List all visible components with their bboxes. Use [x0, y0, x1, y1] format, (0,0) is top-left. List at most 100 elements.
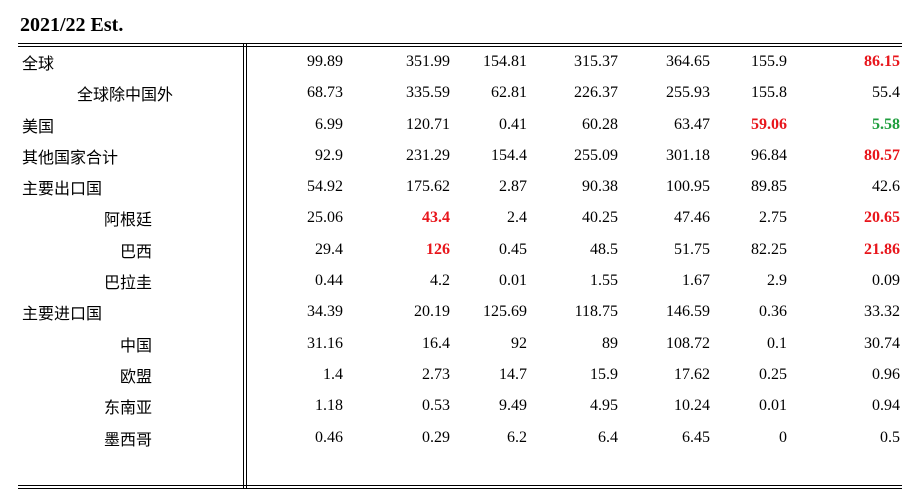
table-cell: 118.75	[574, 303, 618, 321]
row-label: 主要出口国	[22, 179, 103, 199]
table-cell: 1.67	[682, 272, 710, 290]
table-cell: 43.4	[422, 209, 450, 227]
row-label: 主要进口国	[22, 304, 103, 324]
table-cell: 20.19	[414, 303, 450, 321]
table-cell: 62.81	[491, 84, 527, 102]
table-row: 美国 6.99 120.71 0.41 60.28 63.47 59.06 5.58	[0, 109, 909, 140]
table-cell: 68.73	[307, 84, 343, 102]
top-rule	[18, 43, 902, 44]
table-cell: 0.09	[872, 272, 900, 290]
label-divider	[243, 43, 244, 489]
table-cell: 255.09	[574, 146, 618, 164]
row-label: 其他国家合计	[22, 147, 119, 167]
table-cell: 55.4	[872, 84, 900, 102]
table-cell: 0	[779, 428, 787, 446]
table-cell: 47.46	[674, 209, 710, 227]
top-rule-inner	[18, 46, 902, 47]
table-cell: 17.62	[674, 365, 710, 383]
table-cell: 15.9	[590, 365, 618, 383]
table-cell: 80.57	[864, 146, 900, 164]
table-cell: 0.5	[880, 428, 900, 446]
table-cell: 0.44	[315, 272, 343, 290]
table-row: 墨西哥 0.46 0.29 6.2 6.4 6.45 0 0.5	[0, 422, 909, 453]
table-cell: 154.81	[483, 53, 527, 70]
table-cell: 30.74	[864, 334, 900, 352]
table-cell: 34.39	[307, 303, 343, 321]
table-cell: 16.4	[422, 334, 450, 352]
table-cell: 1.55	[590, 272, 618, 290]
table-cell: 9.49	[499, 397, 527, 415]
row-label: 墨西哥	[104, 429, 153, 449]
label-divider-inner	[246, 43, 247, 489]
table-cell: 5.58	[872, 115, 900, 133]
table-cell: 155.8	[751, 84, 787, 102]
table-cell: 0.53	[422, 397, 450, 415]
table-cell: 21.86	[864, 240, 900, 258]
table-cell: 54.92	[307, 178, 343, 196]
table-row: 其他国家合计 92.9 231.29 154.4 255.09 301.18 96.84 80…	[0, 140, 909, 171]
table-cell: 96.84	[751, 146, 787, 164]
table-cell: 92	[511, 334, 527, 352]
table-cell: 25.06	[307, 209, 343, 227]
table-cell: 99.89	[307, 53, 343, 70]
table-cell: 0.29	[422, 428, 450, 446]
table-cell: 255.93	[666, 84, 710, 102]
table-cell: 2.87	[499, 178, 527, 196]
table-cell: 335.59	[406, 84, 450, 102]
table-cell: 154.4	[491, 146, 527, 164]
table-cell: 89	[602, 334, 618, 352]
row-label: 巴拉圭	[104, 273, 153, 293]
table-cell: 226.37	[574, 84, 618, 102]
table-cell: 42.6	[872, 178, 900, 196]
table-cell: 100.95	[666, 178, 710, 196]
table-row: 东南亚 1.18 0.53 9.49 4.95 10.24 0.01 0.94	[0, 390, 909, 421]
table-cell: 0.46	[315, 428, 343, 446]
table-cell: 0.41	[499, 115, 527, 133]
table-cell: 6.45	[682, 428, 710, 446]
table-cell: 2.4	[507, 209, 527, 227]
table-cell: 1.18	[315, 397, 343, 415]
table-row: 主要出口国 54.92 175.62 2.87 90.38 100.95 89.85 42.6	[0, 171, 909, 202]
row-label: 中国	[120, 335, 153, 355]
table-cell: 6.99	[315, 115, 343, 133]
table-row: 全球 99.89 351.99 154.81 315.37 364.65 155.9 86.1…	[0, 46, 909, 77]
table-cell: 0.25	[759, 365, 787, 383]
table-title: 2021/22 Est.	[20, 14, 124, 36]
table-cell: 59.06	[751, 115, 787, 133]
data-table: 全球 99.89 351.99 154.81 315.37 364.65 155.9 86.1…	[0, 46, 909, 453]
table-cell: 6.4	[598, 428, 618, 446]
table-cell: 0.45	[499, 240, 527, 258]
table-cell: 2.73	[422, 365, 450, 383]
table-cell: 0.96	[872, 365, 900, 383]
table-row: 主要进口国 34.39 20.19 125.69 118.75 146.59 0.36 33.…	[0, 296, 909, 327]
table-cell: 0.1	[767, 334, 787, 352]
table-cell: 2.75	[759, 209, 787, 227]
table-cell: 108.72	[666, 334, 710, 352]
table-cell: 86.15	[864, 53, 900, 70]
table-cell: 20.65	[864, 209, 900, 227]
table-row: 巴西 29.4 126 0.45 48.5 51.75 82.25 21.86	[0, 234, 909, 265]
row-label: 欧盟	[120, 366, 153, 386]
table-row: 全球除中国外 68.73 335.59 62.81 226.37 255.93 155.8 5…	[0, 77, 909, 108]
table-cell: 51.75	[674, 240, 710, 258]
table-cell: 40.25	[582, 209, 618, 227]
table-cell: 231.29	[406, 146, 450, 164]
table-cell: 120.71	[406, 115, 450, 133]
table-cell: 48.5	[590, 240, 618, 258]
table-row: 欧盟 1.4 2.73 14.7 15.9 17.62 0.25 0.96	[0, 359, 909, 390]
table-cell: 4.95	[590, 397, 618, 415]
table-row: 中国 31.16 16.4 92 89 108.72 0.1 30.74	[0, 328, 909, 359]
row-label: 全球	[22, 54, 55, 73]
table-cell: 315.37	[574, 53, 618, 70]
table-cell: 92.9	[315, 146, 343, 164]
bottom-rule-inner	[18, 488, 902, 489]
table-cell: 301.18	[666, 146, 710, 164]
table-cell: 33.32	[864, 303, 900, 321]
table-cell: 29.4	[315, 240, 343, 258]
table-cell: 364.65	[666, 53, 710, 70]
table-cell: 0.94	[872, 397, 900, 415]
table-cell: 146.59	[666, 303, 710, 321]
table-cell: 351.99	[406, 53, 450, 70]
row-label: 全球除中国外	[77, 85, 174, 105]
table-row: 巴拉圭 0.44 4.2 0.01 1.55 1.67 2.9 0.09	[0, 265, 909, 296]
